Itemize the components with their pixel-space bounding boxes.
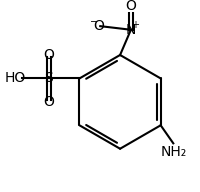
Text: S: S: [44, 71, 53, 85]
Text: O: O: [93, 19, 104, 33]
Text: +: +: [131, 20, 139, 30]
Text: O: O: [125, 0, 136, 13]
Text: −: −: [90, 17, 98, 27]
Text: O: O: [43, 95, 54, 109]
Text: O: O: [43, 48, 54, 62]
Text: N: N: [126, 23, 136, 37]
Text: NH₂: NH₂: [161, 146, 187, 160]
Text: HO: HO: [5, 71, 26, 85]
